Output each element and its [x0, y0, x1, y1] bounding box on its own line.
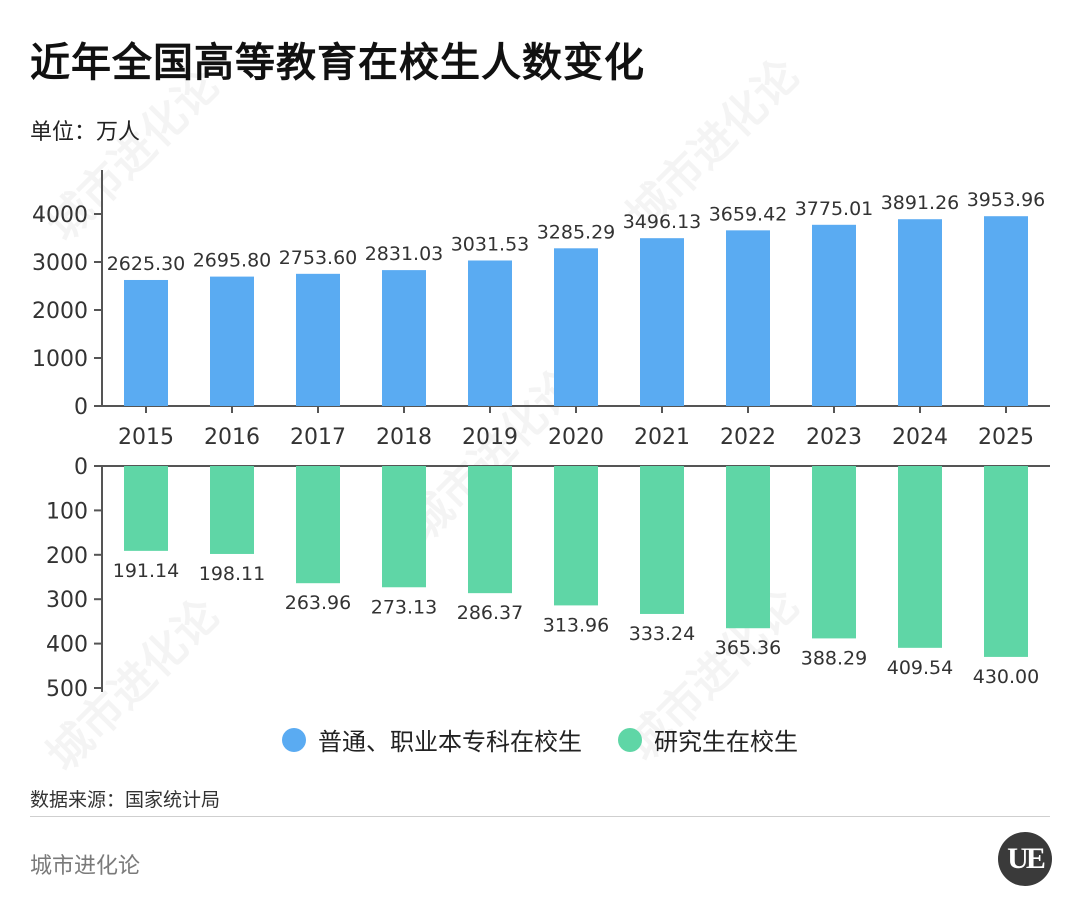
bar-top	[554, 248, 598, 406]
brand-logo: UE	[998, 832, 1052, 886]
bar-bottom	[382, 466, 426, 588]
bar-top	[898, 219, 942, 406]
y-tick-label-top: 1000	[32, 347, 88, 372]
data-label-bottom: 409.54	[887, 657, 953, 679]
y-tick-label-bottom: 0	[74, 455, 88, 480]
legend: 普通、职业本专科在校生 研究生在校生	[0, 722, 1080, 757]
data-label-bottom: 273.13	[371, 596, 437, 618]
y-tick-label-top: 2000	[32, 299, 88, 324]
y-tick-label-bottom: 500	[46, 677, 88, 702]
bar-bottom	[210, 466, 254, 554]
data-label-top: 3285.29	[537, 221, 616, 243]
y-tick-label-bottom: 300	[46, 588, 88, 613]
category-label: 2022	[720, 425, 776, 450]
data-label-bottom: 388.29	[801, 647, 867, 669]
category-label: 2018	[376, 425, 432, 450]
unit-label: 单位：万人	[30, 120, 141, 145]
bar-top	[640, 238, 684, 406]
y-tick-label-bottom: 400	[46, 633, 88, 658]
data-source: 数据来源：国家统计局	[30, 789, 221, 811]
bar-top	[812, 224, 856, 406]
data-label-top: 3496.13	[623, 211, 702, 233]
category-label: 2023	[806, 425, 862, 450]
legend-item-undergrad: 普通、职业本专科在校生	[282, 722, 582, 757]
bar-bottom	[984, 466, 1028, 657]
category-label: 2021	[634, 425, 690, 450]
data-label-top: 2831.03	[365, 243, 444, 265]
data-label-bottom: 430.00	[973, 666, 1039, 688]
bar-bottom	[640, 466, 684, 614]
legend-swatch-green	[618, 727, 642, 752]
divider	[30, 816, 1050, 817]
bar-top	[382, 270, 426, 406]
data-label-top: 3891.26	[881, 192, 960, 214]
category-label: 2020	[548, 425, 604, 450]
data-label-bottom: 365.36	[715, 637, 781, 659]
bar-top	[210, 276, 254, 406]
legend-label: 普通、职业本专科在校生	[318, 728, 582, 756]
data-label-bottom: 191.14	[113, 560, 179, 582]
data-label-top: 3953.96	[967, 189, 1046, 211]
data-label-top: 2625.30	[107, 253, 186, 275]
category-label: 2019	[462, 425, 518, 450]
bar-bottom	[898, 466, 942, 648]
data-label-bottom: 263.96	[285, 592, 351, 614]
bar-bottom	[124, 466, 168, 551]
y-tick-label-top: 0	[74, 395, 88, 420]
y-tick-label-top: 3000	[32, 251, 88, 276]
legend-swatch-blue	[282, 727, 306, 752]
data-label-top: 2753.60	[279, 247, 358, 269]
bar-top	[984, 216, 1028, 406]
chart: 010002000300040002625.3020152695.8020162…	[32, 170, 1050, 702]
bar-bottom	[554, 466, 598, 606]
category-label: 2017	[290, 425, 346, 450]
category-label: 2024	[892, 425, 948, 450]
bar-top	[124, 279, 168, 406]
y-tick-label-bottom: 100	[46, 499, 88, 524]
bar-top	[468, 260, 512, 406]
category-label: 2016	[204, 425, 260, 450]
data-label-top: 3775.01	[795, 198, 874, 220]
data-label-bottom: 333.24	[629, 623, 695, 645]
bar-bottom	[468, 466, 512, 594]
data-label-bottom: 198.11	[199, 563, 265, 585]
chart-title: 近年全国高等教育在校生人数变化	[30, 40, 645, 86]
bar-bottom	[726, 466, 770, 629]
legend-item-graduate: 研究生在校生	[618, 722, 798, 757]
data-label-bottom: 313.96	[543, 614, 609, 636]
bar-bottom	[296, 466, 340, 584]
category-label: 2025	[978, 425, 1034, 450]
bar-bottom	[812, 466, 856, 639]
y-tick-label-bottom: 200	[46, 544, 88, 569]
bar-top	[296, 273, 340, 406]
data-label-top: 3031.53	[451, 233, 530, 255]
bar-top	[726, 230, 770, 406]
data-label-bottom: 286.37	[457, 602, 523, 624]
y-tick-label-top: 4000	[32, 203, 88, 228]
brand-name: 城市进化论	[30, 854, 141, 879]
data-label-top: 3659.42	[709, 203, 788, 225]
data-label-top: 2695.80	[193, 250, 272, 272]
legend-label: 研究生在校生	[654, 728, 798, 756]
category-label: 2015	[118, 425, 174, 450]
